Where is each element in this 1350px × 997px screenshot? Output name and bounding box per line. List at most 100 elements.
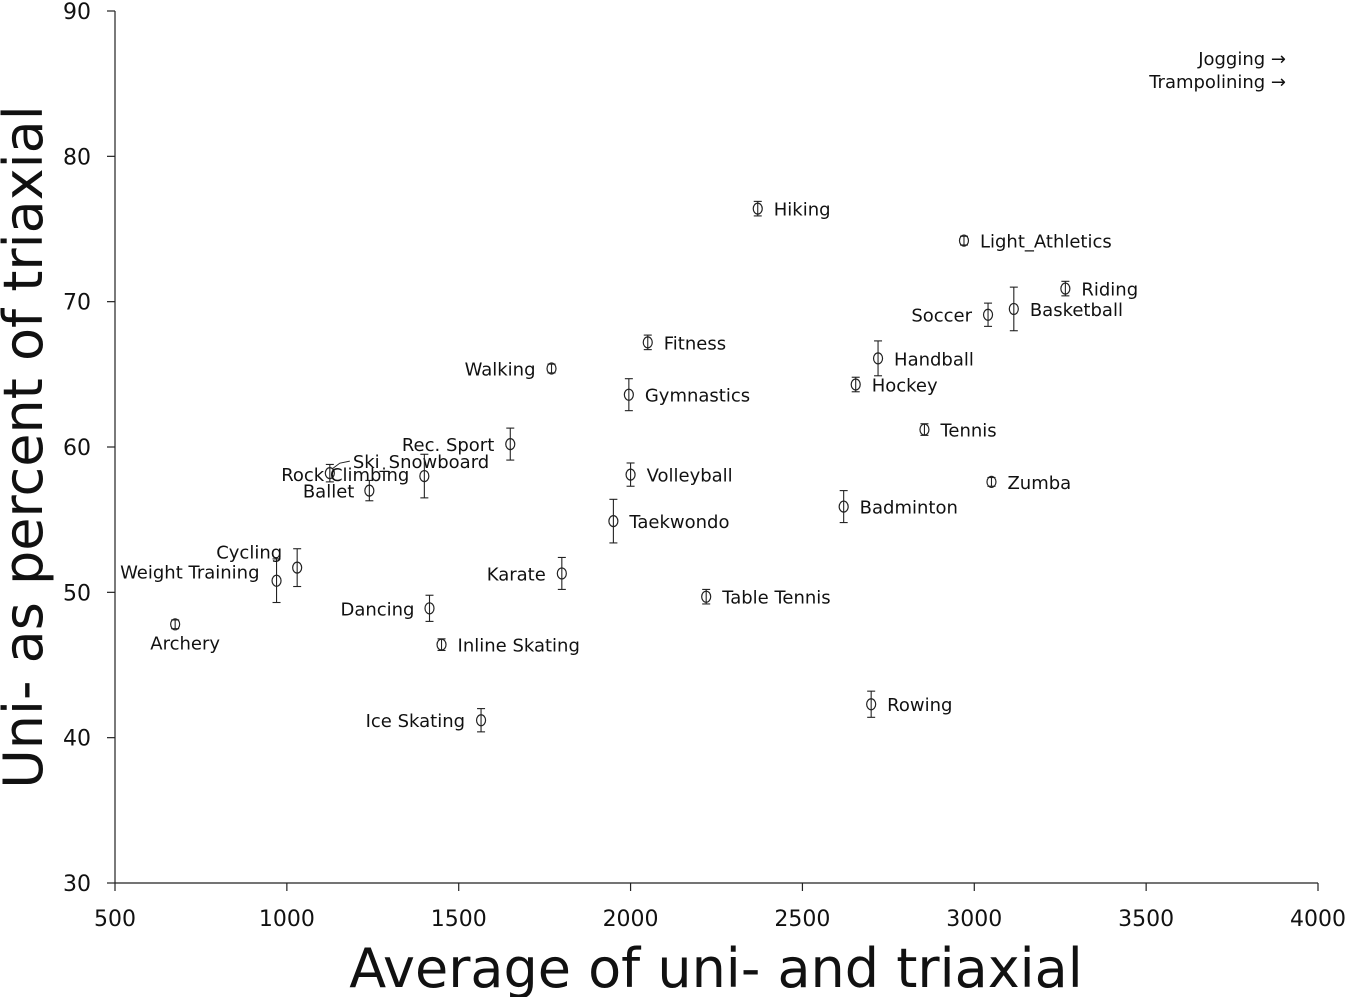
y-tick-label: 30	[63, 872, 91, 897]
y-tick-label: 50	[63, 581, 91, 606]
point-marker	[424, 602, 435, 615]
point-marker	[642, 336, 653, 349]
offscale-label: Trampolining →	[1148, 72, 1286, 93]
point-label: Dancing	[340, 599, 414, 620]
y-tick-label: 40	[63, 727, 91, 752]
data-point: Ballet	[303, 479, 375, 503]
data-point: Taekwondo	[608, 498, 730, 544]
data-point: Hockey	[850, 376, 938, 397]
point-label: Badminton	[860, 498, 958, 519]
data-point: Archery	[150, 618, 220, 654]
point-label: Walking	[465, 360, 536, 381]
point-marker	[623, 388, 634, 401]
x-tick-label: 2000	[603, 907, 659, 932]
data-point: Karate	[487, 556, 567, 590]
point-marker	[546, 362, 557, 375]
data-point: Basketball	[1008, 286, 1123, 332]
point-label: Hiking	[774, 200, 831, 221]
point-label: Rowing	[887, 695, 952, 716]
data-point: Cycling	[216, 543, 303, 588]
point-label: Taekwondo	[628, 512, 729, 533]
y-tick-label: 70	[63, 291, 91, 316]
offscale-labels: Jogging →Trampolining →	[1148, 49, 1286, 93]
x-tick-label: 1000	[259, 907, 315, 932]
data-point: Dancing	[340, 594, 435, 622]
point-marker	[1008, 302, 1019, 316]
point-label: Ballet	[303, 482, 355, 503]
point-label: Ice Skating	[366, 711, 465, 732]
point-marker	[866, 698, 877, 711]
point-marker	[986, 475, 997, 488]
point-marker	[752, 202, 763, 215]
point-marker	[419, 469, 430, 483]
y-tick-label: 90	[63, 0, 91, 25]
data-point: Ice Skating	[366, 708, 487, 733]
data-point: Weight Training	[120, 558, 282, 604]
point-label: Zumba	[1007, 473, 1071, 494]
point-label: Volleyball	[647, 466, 733, 487]
data-point: Soccer	[911, 302, 994, 327]
point-marker	[436, 638, 447, 651]
point-marker	[625, 468, 636, 481]
point-label: Cycling	[216, 543, 282, 564]
point-label: Soccer	[911, 306, 972, 327]
point-marker	[324, 467, 335, 480]
data-point: Rowing	[866, 690, 952, 718]
point-label: Karate	[487, 564, 546, 585]
data-point: Zumba	[986, 473, 1071, 494]
point-marker	[958, 234, 970, 247]
offscale-label: Jogging →	[1197, 49, 1286, 70]
x-tick-label: 3500	[1118, 907, 1174, 932]
data-point: Table Tennis	[701, 588, 831, 609]
point-label: Rec. Sport	[402, 435, 494, 456]
point-label: Handball	[894, 349, 974, 370]
point-marker	[850, 378, 861, 391]
point-marker	[919, 423, 930, 436]
data-point: Riding	[1060, 280, 1138, 301]
point-label: Tennis	[939, 421, 996, 442]
point-label: Riding	[1081, 280, 1138, 301]
x-tick-label: 1500	[431, 907, 487, 932]
point-marker	[475, 714, 487, 727]
data-point: Walking	[465, 360, 557, 381]
point-marker	[982, 308, 994, 321]
data-point: Hiking	[752, 200, 831, 221]
point-label: Rock Climbing	[281, 465, 409, 486]
point-marker	[170, 618, 181, 631]
point-label: Light_Athletics	[980, 232, 1112, 253]
point-label: Fitness	[664, 333, 726, 354]
point-marker	[271, 574, 282, 587]
data-point: Gymnastics	[623, 378, 750, 412]
point-marker	[701, 590, 712, 603]
data-point: Fitness	[642, 333, 726, 354]
y-tick-label: 80	[63, 145, 91, 170]
data-point: Rec. Sport	[402, 427, 516, 461]
data-point: Badminton	[838, 490, 958, 524]
y-tick-label: 60	[63, 436, 91, 461]
point-label: Basketball	[1030, 300, 1123, 321]
x-axis-title: Average of uni- and triaxial	[349, 937, 1083, 997]
data-point: Light_Athletics	[958, 232, 1112, 253]
point-marker	[1060, 282, 1071, 295]
point-marker	[292, 561, 303, 574]
data-point: Handball	[872, 340, 974, 377]
x-tick-label: 500	[94, 907, 136, 932]
x-tick-label: 4000	[1290, 907, 1346, 932]
data-point: Inline Skating	[436, 636, 580, 657]
point-marker	[505, 437, 516, 451]
point-marker	[556, 567, 567, 580]
point-marker	[838, 500, 849, 513]
y-axis-title: Uni- as percent of triaxial	[0, 105, 55, 789]
point-marker	[608, 515, 619, 528]
point-label: Table Tennis	[721, 588, 830, 609]
data-point: Rock Climbing	[281, 453, 430, 499]
point-label: Hockey	[872, 376, 938, 397]
x-tick-label: 3000	[946, 907, 1002, 932]
point-marker	[872, 352, 884, 365]
axes: 500 1000 1500 2000 2500 3000 3500 4000 30 40 50 60 7…	[63, 0, 1346, 932]
data-point: Volleyball	[625, 462, 733, 487]
point-label: Ski_Snowboard	[353, 452, 489, 473]
point-label: Archery	[150, 633, 220, 654]
